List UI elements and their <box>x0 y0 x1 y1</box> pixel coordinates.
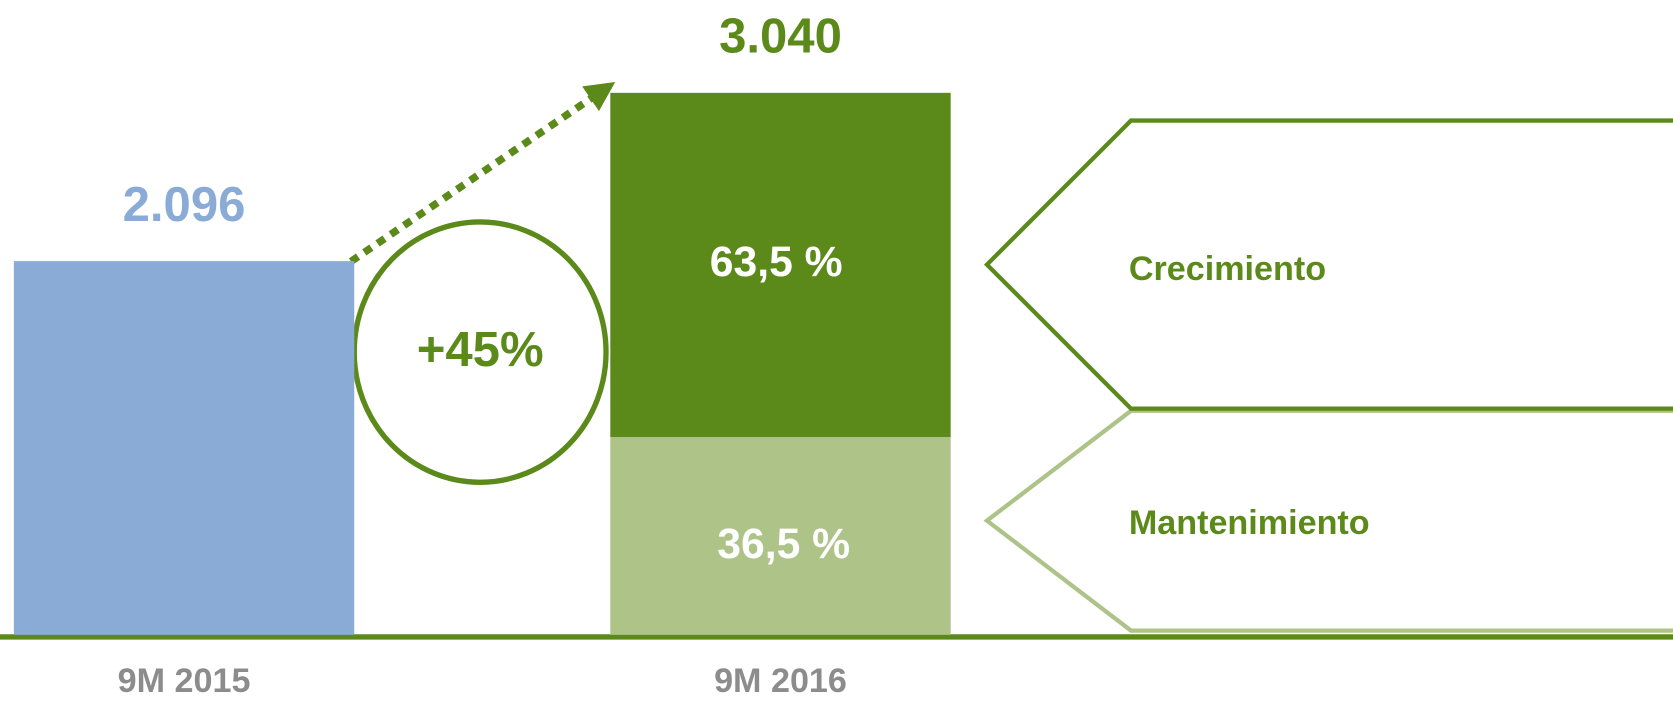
bar-segment <box>610 92 951 438</box>
growth-arrow <box>348 82 616 265</box>
legend-label: Mantenimiento <box>1129 504 1370 542</box>
legend-label: Crecimiento <box>1129 250 1326 288</box>
value-label: 2.096 <box>123 178 246 232</box>
category-label: 9M 2015 <box>118 662 251 700</box>
callout-shape <box>983 118 1673 411</box>
segment-label: 63,5 % <box>710 238 843 286</box>
bar <box>13 261 355 635</box>
bar-segment <box>610 437 951 635</box>
category-label: 9M 2016 <box>714 662 847 700</box>
segment-label: 36,5 % <box>717 520 850 568</box>
growth-label: +45% <box>417 323 544 377</box>
value-label: 3.040 <box>719 9 842 63</box>
